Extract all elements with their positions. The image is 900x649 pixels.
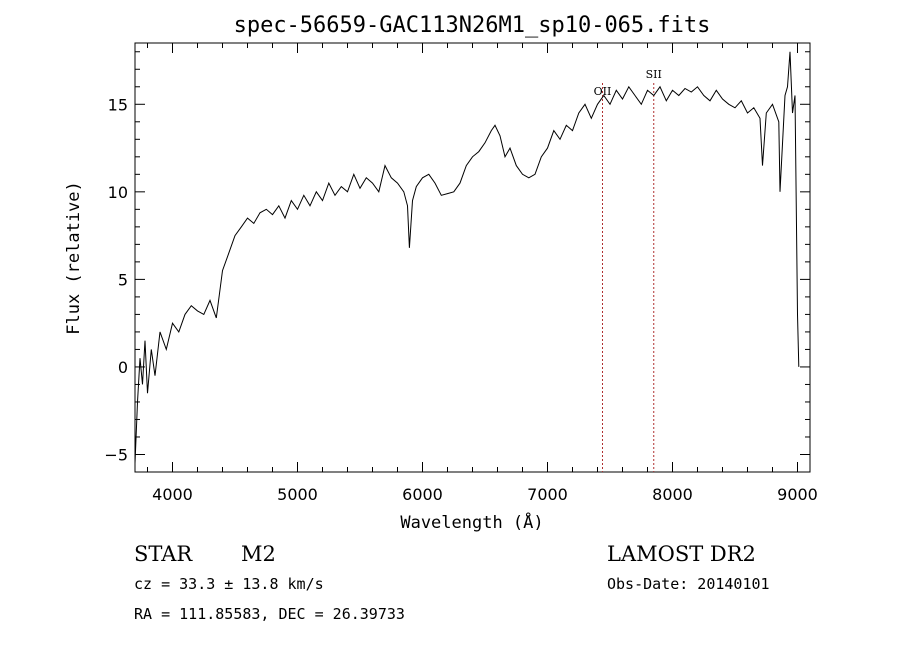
spectrum-series-line (134, 51, 800, 464)
coordinates-info: RA = 111.85583, DEC = 26.39733 (134, 605, 405, 623)
x-axis-label: Wavelength (Å) (400, 511, 543, 533)
y-tick-label: −5 (104, 445, 128, 464)
spectral-line-markers: OII SII (594, 68, 662, 472)
object-class: STAR (134, 542, 193, 566)
x-tick-label: 4000 (152, 485, 193, 504)
y-tick-label: 0 (118, 358, 128, 377)
x-tick-label: 9000 (777, 485, 818, 504)
redshift-info: cz = 33.3 ± 13.8 km/s (134, 575, 324, 593)
spectral-line-label: SII (646, 68, 662, 81)
x-tick-label: 8000 (652, 485, 693, 504)
y-tick-label: 15 (108, 95, 128, 114)
object-subclass: M2 (241, 542, 276, 566)
x-axis: 4000 5000 6000 7000 8000 9000 (147, 43, 818, 504)
x-tick-label: 7000 (527, 485, 568, 504)
spectral-line-label: OII (594, 85, 612, 98)
y-axis-label: Flux (relative) (64, 181, 84, 335)
y-axis: −5 0 5 10 15 (104, 51, 810, 473)
y-tick-label: 10 (108, 183, 128, 202)
y-tick-label: 5 (118, 270, 128, 289)
x-tick-label: 5000 (277, 485, 318, 504)
x-tick-label: 6000 (402, 485, 443, 504)
plot-frame (134, 42, 811, 473)
chart-title: spec-56659-GAC113N26M1_sp10-065.fits (234, 13, 711, 38)
survey-name: LAMOST DR2 (607, 542, 756, 566)
observation-date: Obs-Date: 20140101 (607, 575, 770, 593)
